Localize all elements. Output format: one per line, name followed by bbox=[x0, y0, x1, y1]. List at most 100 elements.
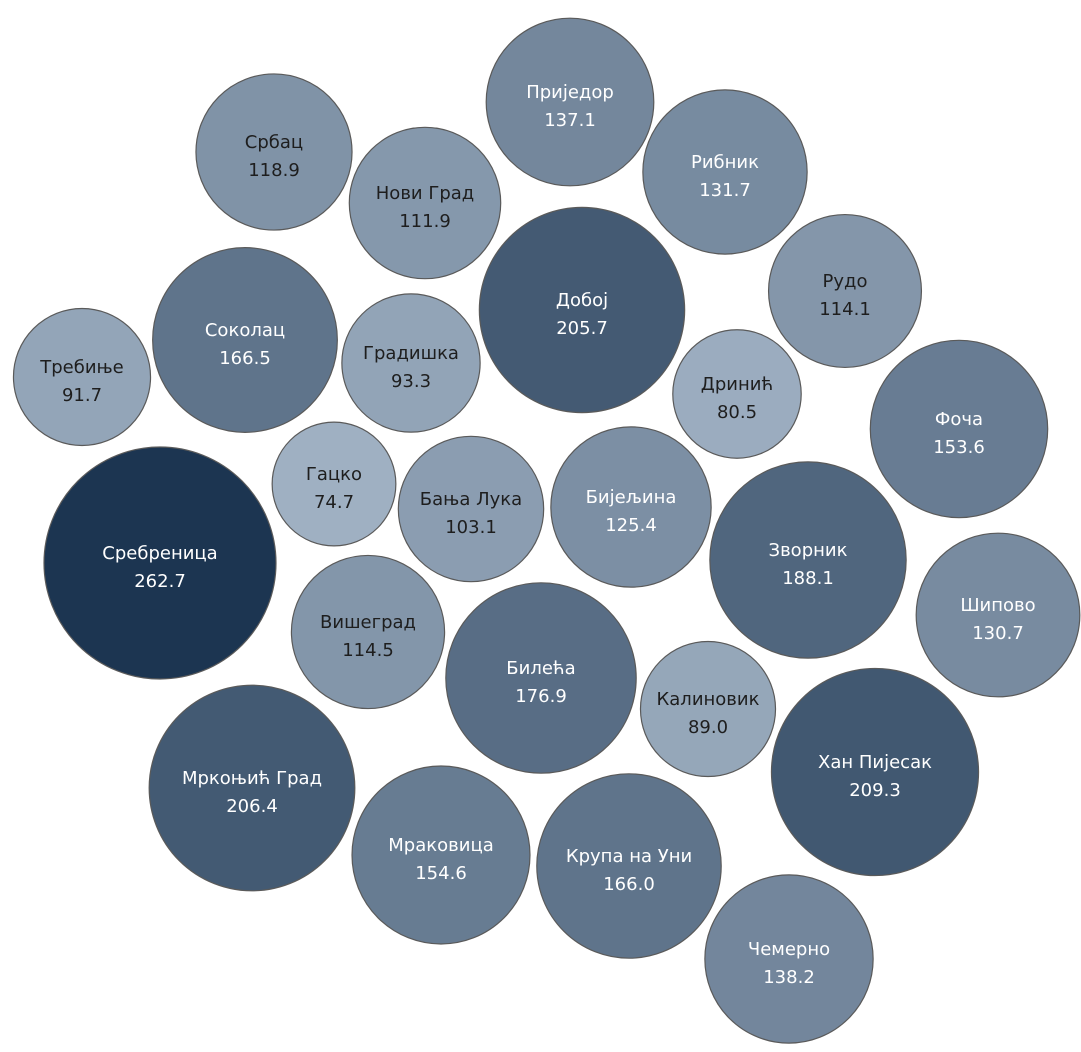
bubble-label: Вишеград bbox=[320, 612, 416, 633]
bubble-value: 114.1 bbox=[819, 299, 871, 320]
bubble-circle[interactable] bbox=[642, 89, 808, 255]
bubble-гацко[interactable]: Гацко 74.7 bbox=[271, 421, 397, 547]
bubble-соколац[interactable]: Соколац 166.5 bbox=[152, 247, 338, 433]
bubble-требиње[interactable]: Требиње 91.7 bbox=[12, 307, 152, 447]
bubble-value: 188.1 bbox=[782, 568, 834, 589]
bubble-value: 137.1 bbox=[544, 110, 596, 131]
bubble-value: 91.7 bbox=[62, 385, 102, 406]
bubble-circle[interactable] bbox=[485, 17, 655, 187]
bubble-value: 114.5 bbox=[342, 640, 394, 661]
bubble-чемерно[interactable]: Чемерно 138.2 bbox=[704, 874, 874, 1044]
bubble-рудо[interactable]: Рудо 114.1 bbox=[767, 213, 923, 369]
bubble-label: Нови Град bbox=[376, 183, 474, 204]
bubble-value: 166.0 bbox=[603, 874, 655, 895]
bubble-value: 206.4 bbox=[226, 796, 278, 817]
bubble-калиновик[interactable]: Калиновик 89.0 bbox=[639, 640, 777, 778]
bubble-value: 93.3 bbox=[391, 371, 431, 392]
bubble-label: Бијељина bbox=[586, 487, 677, 508]
bubble-value: 118.9 bbox=[248, 160, 300, 181]
bubble-сребреница[interactable]: Сребреница 262.7 bbox=[43, 446, 277, 680]
bubble-value: 138.2 bbox=[763, 967, 815, 988]
bubble-value: 209.3 bbox=[849, 780, 901, 801]
bubble-circle[interactable] bbox=[869, 339, 1049, 519]
bubble-value: 80.5 bbox=[717, 402, 757, 423]
bubble-label: Чемерно bbox=[748, 939, 830, 960]
bubble-label: Фоча bbox=[935, 409, 983, 430]
bubble-circle[interactable] bbox=[351, 765, 531, 945]
bubble-circle[interactable] bbox=[709, 461, 907, 659]
bubble-label: Рудо bbox=[823, 271, 868, 292]
bubble-value: 125.4 bbox=[605, 515, 657, 536]
bubble-бијељина[interactable]: Бијељина 125.4 bbox=[550, 426, 712, 588]
bubble-value: 111.9 bbox=[399, 211, 451, 232]
bubble-circle[interactable] bbox=[672, 329, 802, 459]
bubble-label: Крупа на Уни bbox=[566, 846, 692, 867]
bubble-circle[interactable] bbox=[397, 435, 545, 583]
bubble-label: Требиње bbox=[39, 357, 124, 378]
bubble-нови-град[interactable]: Нови Град 111.9 bbox=[348, 126, 502, 280]
bubble-крупа-на-уни[interactable]: Крупа на Уни 166.0 bbox=[536, 773, 722, 959]
bubble-value: 262.7 bbox=[134, 571, 186, 592]
bubble-circle[interactable] bbox=[348, 126, 502, 280]
bubble-circle[interactable] bbox=[271, 421, 397, 547]
bubble-circle[interactable] bbox=[478, 206, 686, 414]
bubble-value: 176.9 bbox=[515, 686, 567, 707]
bubble-value: 131.7 bbox=[699, 180, 751, 201]
bubble-label: Србац bbox=[245, 132, 303, 153]
bubble-circle[interactable] bbox=[152, 247, 338, 433]
bubble-србац[interactable]: Србац 118.9 bbox=[195, 73, 353, 231]
bubble-label: Сребреница bbox=[102, 543, 217, 564]
bubble-рибник[interactable]: Рибник 131.7 bbox=[642, 89, 808, 255]
bubble-вишеград[interactable]: Вишеград 114.5 bbox=[290, 554, 446, 710]
bubble-circle[interactable] bbox=[536, 773, 722, 959]
bubble-label: Гацко bbox=[306, 464, 362, 485]
bubble-value: 130.7 bbox=[972, 623, 1024, 644]
bubble-circle[interactable] bbox=[550, 426, 712, 588]
bubble-value: 154.6 bbox=[415, 863, 467, 884]
bubble-label: Приједор bbox=[526, 82, 614, 103]
bubble-label: Шипово bbox=[960, 595, 1035, 616]
bubble-circle[interactable] bbox=[915, 532, 1081, 698]
bubble-добој[interactable]: Добој 205.7 bbox=[478, 206, 686, 414]
bubble-мркоњић-град[interactable]: Мркоњић Град 206.4 bbox=[148, 684, 356, 892]
bubble-label: Дринић bbox=[701, 374, 773, 395]
bubble-дринић[interactable]: Дринић 80.5 bbox=[672, 329, 802, 459]
bubble-label: Добој bbox=[556, 290, 608, 311]
bubble-value: 103.1 bbox=[445, 517, 497, 538]
bubble-circle[interactable] bbox=[767, 213, 923, 369]
bubble-circle[interactable] bbox=[341, 293, 481, 433]
bubble-circle[interactable] bbox=[148, 684, 356, 892]
bubble-value: 205.7 bbox=[556, 318, 608, 339]
bubble-мраковица[interactable]: Мраковица 154.6 bbox=[351, 765, 531, 945]
bubble-приједор[interactable]: Приједор 137.1 bbox=[485, 17, 655, 187]
bubble-value: 89.0 bbox=[688, 717, 728, 738]
bubble-зворник[interactable]: Зворник 188.1 bbox=[709, 461, 907, 659]
bubble-билећа[interactable]: Билећа 176.9 bbox=[445, 582, 637, 774]
bubble-circle[interactable] bbox=[770, 667, 980, 877]
bubble-value: 153.6 bbox=[933, 437, 985, 458]
bubble-шипово[interactable]: Шипово 130.7 bbox=[915, 532, 1081, 698]
bubble-label: Мркоњић Град bbox=[182, 768, 322, 789]
bubble-circle[interactable] bbox=[43, 446, 277, 680]
bubble-label: Градишка bbox=[363, 343, 459, 364]
bubble-circle[interactable] bbox=[12, 307, 152, 447]
bubble-circle[interactable] bbox=[195, 73, 353, 231]
bubble-label: Бања Лука bbox=[420, 489, 522, 510]
bubble-label: Зворник bbox=[769, 540, 848, 561]
bubble-circle[interactable] bbox=[445, 582, 637, 774]
bubble-градишка[interactable]: Градишка 93.3 bbox=[341, 293, 481, 433]
bubble-circle[interactable] bbox=[639, 640, 777, 778]
bubble-circle[interactable] bbox=[290, 554, 446, 710]
bubble-фоча[interactable]: Фоча 153.6 bbox=[869, 339, 1049, 519]
bubble-label: Калиновик bbox=[657, 689, 760, 710]
bubble-бања-лука[interactable]: Бања Лука 103.1 bbox=[397, 435, 545, 583]
bubble-value: 74.7 bbox=[314, 492, 354, 513]
bubble-circle[interactable] bbox=[704, 874, 874, 1044]
bubble-label: Хан Пијесак bbox=[818, 752, 932, 773]
bubble-value: 166.5 bbox=[219, 348, 271, 369]
bubble-хан-пијесак[interactable]: Хан Пијесак 209.3 bbox=[770, 667, 980, 877]
bubble-label: Соколац bbox=[205, 320, 285, 341]
bubble-label: Билећа bbox=[506, 658, 575, 679]
